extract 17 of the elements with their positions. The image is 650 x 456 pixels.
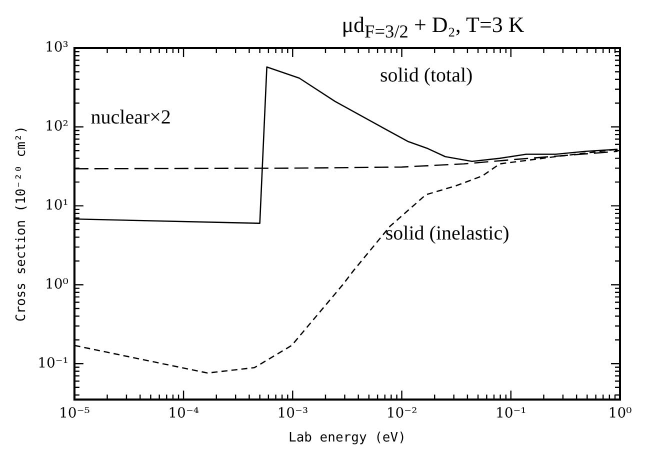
x-tick-label: 10⁰ [608, 406, 632, 422]
y-tick-label: 10⁰ [44, 276, 69, 292]
series-label: nuclear×2 [90, 106, 171, 129]
y-tick-label: 10⁻¹ [38, 355, 68, 372]
x-tick-label: 10⁻⁴ [168, 406, 200, 422]
y-axis-title: Cross section (10⁻²⁰ cm²) [14, 126, 30, 322]
y-tick-label: 10² [44, 118, 68, 135]
x-tick-label: 10⁻¹ [495, 406, 526, 422]
x-axis-title: Lab energy (eV) [288, 430, 406, 446]
x-tick-label: 10⁻⁵ [59, 406, 90, 422]
y-tick-label: 10³ [44, 40, 68, 56]
legend-label: solid (total) [380, 64, 473, 86]
series-label: solid (inelastic) [385, 222, 510, 245]
chart-title: μd$_{F=3/2}$ + D₂, T=3 K [340, 12, 526, 42]
x-tick-label: 10⁻² [386, 406, 418, 422]
x-tick-label: 10⁻³ [277, 406, 308, 422]
y-tick-label: 10¹ [44, 197, 68, 214]
